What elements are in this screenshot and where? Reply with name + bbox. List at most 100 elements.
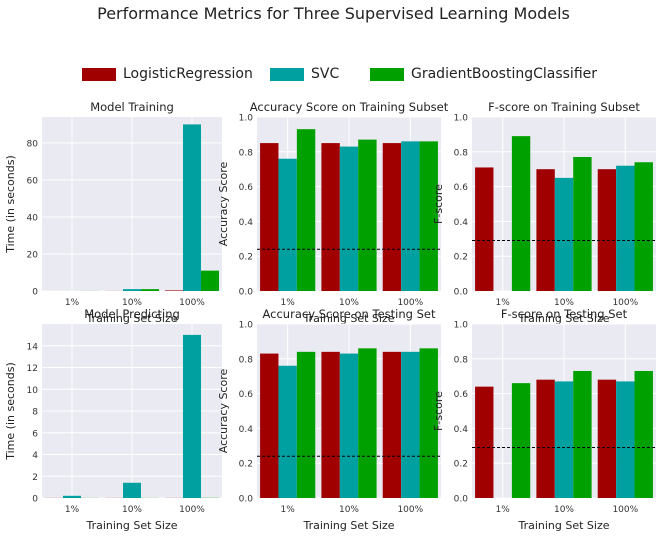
x-tick-label: 1%: [496, 505, 511, 515]
legend-item-svc: SVC: [270, 60, 339, 88]
x-tick-label: 10%: [554, 298, 574, 308]
figure-title: Performance Metrics for Three Supervised…: [97, 4, 570, 23]
chart-fscore-testing: 0.0 0.2 0.4 0.6 0.8 1.0 1% 10% 100% F-score on Te…: [432, 307, 656, 532]
x-tick-label: 10%: [339, 505, 359, 515]
x-tick-label: 100%: [612, 298, 638, 308]
x-axis-label: Training Set Size: [85, 519, 177, 532]
bar-fscore-training-svc-10pct: [554, 177, 574, 291]
legend-swatch-logistic-regression: [82, 67, 116, 81]
bar-accuracy-training-logisticregression-10pct: [321, 143, 340, 291]
y-tick-label: 0.6: [239, 183, 254, 193]
x-tick-label: 1%: [496, 298, 511, 308]
bar-accuracy-training-svc-100pct: [401, 141, 420, 291]
bar-accuracy-training-svc-10pct: [339, 146, 359, 291]
y-tick-label: 0.4: [454, 425, 469, 435]
y-tick-label: 14: [27, 342, 39, 352]
chart-title: Accuracy Score on Testing Set: [263, 307, 436, 321]
y-tick-label: 0.8: [454, 148, 469, 158]
bar-accuracy-testing-logisticregression-1pct: [260, 353, 279, 498]
bar-accuracy-testing-svc-1pct: [278, 365, 297, 498]
legend-swatch-svc: [270, 67, 304, 81]
bar-model-training-gradientboostingclassifier-100pct: [201, 270, 219, 291]
x-tick-label: 1%: [65, 298, 80, 308]
y-axis-label: Accuracy Score: [217, 369, 230, 454]
x-tick-label: 10%: [122, 298, 142, 308]
y-tick-label: 0.2: [454, 253, 468, 263]
legend-item-logistic-regression: LogisticRegression: [82, 60, 253, 88]
y-tick-label: 0.0: [454, 288, 469, 298]
bar-fscore-testing-svc-100pct: [616, 381, 635, 498]
bar-accuracy-training-gradientboostingclassifier-100pct: [419, 141, 438, 291]
y-tick-label: 0.6: [239, 390, 254, 400]
y-tick-label: 0.2: [239, 460, 253, 470]
y-tick-label: 0.0: [454, 495, 469, 505]
legend-label-svc: SVC: [311, 66, 340, 82]
y-tick-label: 0: [32, 288, 38, 298]
x-axis-label: Training Set Size: [302, 312, 394, 325]
bar-accuracy-training-svc-1pct: [278, 158, 297, 291]
bar-fscore-training-logisticregression-10pct: [536, 169, 555, 291]
y-tick-label: 1.0: [454, 114, 469, 124]
y-tick-label: 1.0: [239, 114, 254, 124]
x-axis-label: Training Set Size: [517, 519, 609, 532]
bar-fscore-testing-logisticregression-10pct: [536, 379, 555, 498]
bar-fscore-testing-gradientboostingclassifier-100pct: [634, 370, 653, 498]
x-axis-label: Training Set Size: [302, 519, 394, 532]
bar-model-training-svc-100pct: [183, 124, 201, 291]
bar-model-predicting-svc-100pct: [183, 334, 201, 498]
legend-swatch-gradient-boosting: [370, 67, 404, 81]
y-tick-label: 6: [32, 429, 38, 439]
bar-accuracy-testing-svc-10pct: [339, 353, 359, 498]
y-tick-label: 0.4: [454, 218, 469, 228]
y-axis-label: F-score: [432, 391, 445, 431]
chart-title: F-score on Training Subset: [488, 100, 640, 114]
y-tick-label: 0.8: [239, 355, 254, 365]
x-tick-label: 100%: [179, 298, 205, 308]
bar-accuracy-training-gradientboostingclassifier-1pct: [296, 129, 316, 291]
y-tick-label: 0.2: [239, 253, 253, 263]
y-tick-label: 4: [32, 451, 38, 461]
bar-model-predicting-svc-10pct: [123, 482, 141, 498]
chart-fscore-training: 0.0 0.2 0.4 0.6 0.8 1.0 1% 10% 100% F-score on Tr…: [432, 100, 656, 325]
x-tick-label: 10%: [554, 505, 574, 515]
x-tick-label: 1%: [281, 298, 296, 308]
chart-accuracy-training: 0.00.20.40.60.81.01% 10% 100%Accuracy Scor…: [217, 100, 449, 325]
y-tick-label: 0: [32, 495, 38, 505]
bar-accuracy-training-logisticregression-1pct: [260, 143, 279, 291]
y-axis-label: Accuracy Score: [217, 162, 230, 247]
bar-fscore-training-logisticregression-100pct: [597, 169, 617, 291]
y-axis-label: Time (in seconds): [4, 155, 17, 254]
bar-model-predicting-svc-1pct: [63, 495, 81, 498]
bar-fscore-testing-gradientboostingclassifier-10pct: [573, 370, 592, 498]
y-tick-label: 60: [27, 176, 39, 186]
y-tick-label: 0.6: [454, 390, 469, 400]
bar-fscore-testing-gradientboostingclassifier-1pct: [511, 383, 531, 498]
chart-model-training: 0 20 40 60 80 1% 10% 100% Model Training Training…: [4, 100, 222, 325]
legend-label-logistic-regression: LogisticRegression: [123, 66, 253, 82]
x-tick-label: 100%: [612, 505, 638, 515]
bar-accuracy-training-gradientboostingclassifier-10pct: [358, 139, 377, 291]
bar-model-training-gradientboostingclassifier-10pct: [141, 289, 159, 291]
x-axis-label: Training Set Size: [517, 312, 609, 325]
y-tick-label: 12: [27, 364, 38, 374]
y-tick-label: 20: [27, 250, 39, 260]
y-tick-label: 0.0: [239, 288, 254, 298]
y-tick-label: 10: [27, 386, 39, 396]
x-tick-label: 1%: [281, 505, 296, 515]
x-axis-label: Training Set Size: [85, 312, 177, 325]
chart-title: Model Training: [90, 100, 174, 114]
chart-title: Model Predicting: [84, 307, 180, 321]
x-tick-label: 100%: [397, 298, 423, 308]
bar-accuracy-testing-svc-100pct: [401, 351, 420, 498]
y-tick-label: 8: [32, 408, 38, 418]
bar-accuracy-training-logisticregression-100pct: [382, 143, 402, 291]
bar-fscore-training-gradientboostingclassifier-1pct: [511, 136, 531, 291]
x-tick-label: 10%: [339, 298, 359, 308]
bar-fscore-training-gradientboostingclassifier-100pct: [634, 162, 653, 291]
y-tick-label: 0.2: [454, 460, 468, 470]
bar-fscore-testing-svc-10pct: [554, 381, 574, 498]
bar-fscore-training-gradientboostingclassifier-10pct: [573, 157, 592, 291]
y-tick-label: 0.4: [239, 218, 254, 228]
chart-title: Accuracy Score on Training Subset: [250, 100, 449, 114]
